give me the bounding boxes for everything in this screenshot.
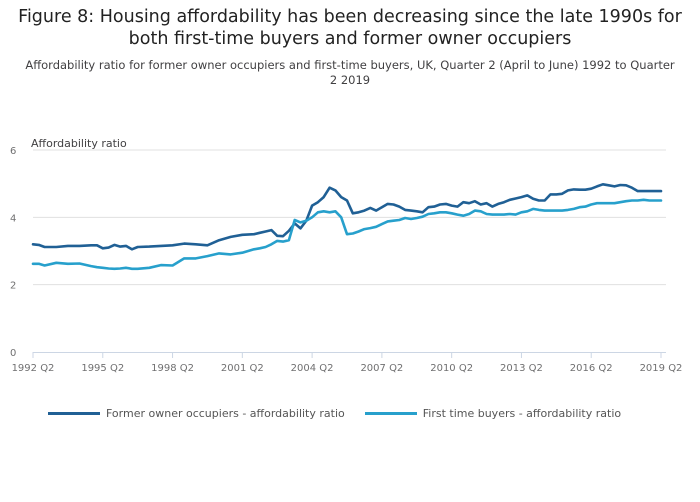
y-tick-label: 0 bbox=[10, 348, 16, 359]
legend-label: First time buyers - affordability ratio bbox=[422, 407, 622, 420]
x-axis: 1992 Q2 1995 Q2 1998 Q2 2001 Q2 2004 Q2 2007 … bbox=[12, 352, 683, 374]
legend: Former owner occupiers - affordability r… bbox=[48, 407, 641, 420]
legend-swatch-first-time-buyers bbox=[364, 412, 417, 415]
y-tick-label: 6 bbox=[10, 146, 16, 157]
legend-item-former-owner-occupiers[interactable]: Former owner occupiers - affordability r… bbox=[48, 407, 345, 420]
y-tick-label: 4 bbox=[10, 213, 16, 224]
gridlines bbox=[33, 149, 666, 286]
series-lines bbox=[31, 183, 663, 271]
chart-title: Figure 8: Housing affordability has been… bbox=[18, 7, 682, 49]
legend-label: Former owner occupiers - affordability r… bbox=[106, 407, 345, 420]
chart-subtitle: Affordability ratio for former owner occ… bbox=[25, 58, 675, 87]
series-line-former-owner-occupiers[interactable] bbox=[31, 183, 663, 251]
x-tick-label: 2016 Q2 bbox=[570, 363, 613, 374]
x-tick-label: 2019 Q2 bbox=[640, 363, 683, 374]
y-tick-label: 2 bbox=[10, 281, 16, 292]
x-tick-label: 2004 Q2 bbox=[291, 363, 334, 374]
y-axis-ticks: 0 2 4 6 bbox=[10, 146, 16, 359]
x-tick-label: 1995 Q2 bbox=[81, 363, 124, 374]
x-tick-label: 1998 Q2 bbox=[151, 363, 194, 374]
x-tick-label: 2010 Q2 bbox=[430, 363, 473, 374]
y-axis-title: Affordability ratio bbox=[31, 137, 127, 150]
legend-swatch-former-owner-occupiers bbox=[48, 412, 100, 415]
x-tick-label: 2007 Q2 bbox=[360, 363, 403, 374]
x-tick-label: 2001 Q2 bbox=[221, 363, 264, 374]
x-tick-label: 2013 Q2 bbox=[500, 363, 543, 374]
series-line-first-time-buyers[interactable] bbox=[31, 198, 663, 271]
legend-item-first-time-buyers[interactable]: First time buyers - affordability ratio bbox=[364, 407, 622, 420]
x-tick-label: 1992 Q2 bbox=[12, 363, 55, 374]
